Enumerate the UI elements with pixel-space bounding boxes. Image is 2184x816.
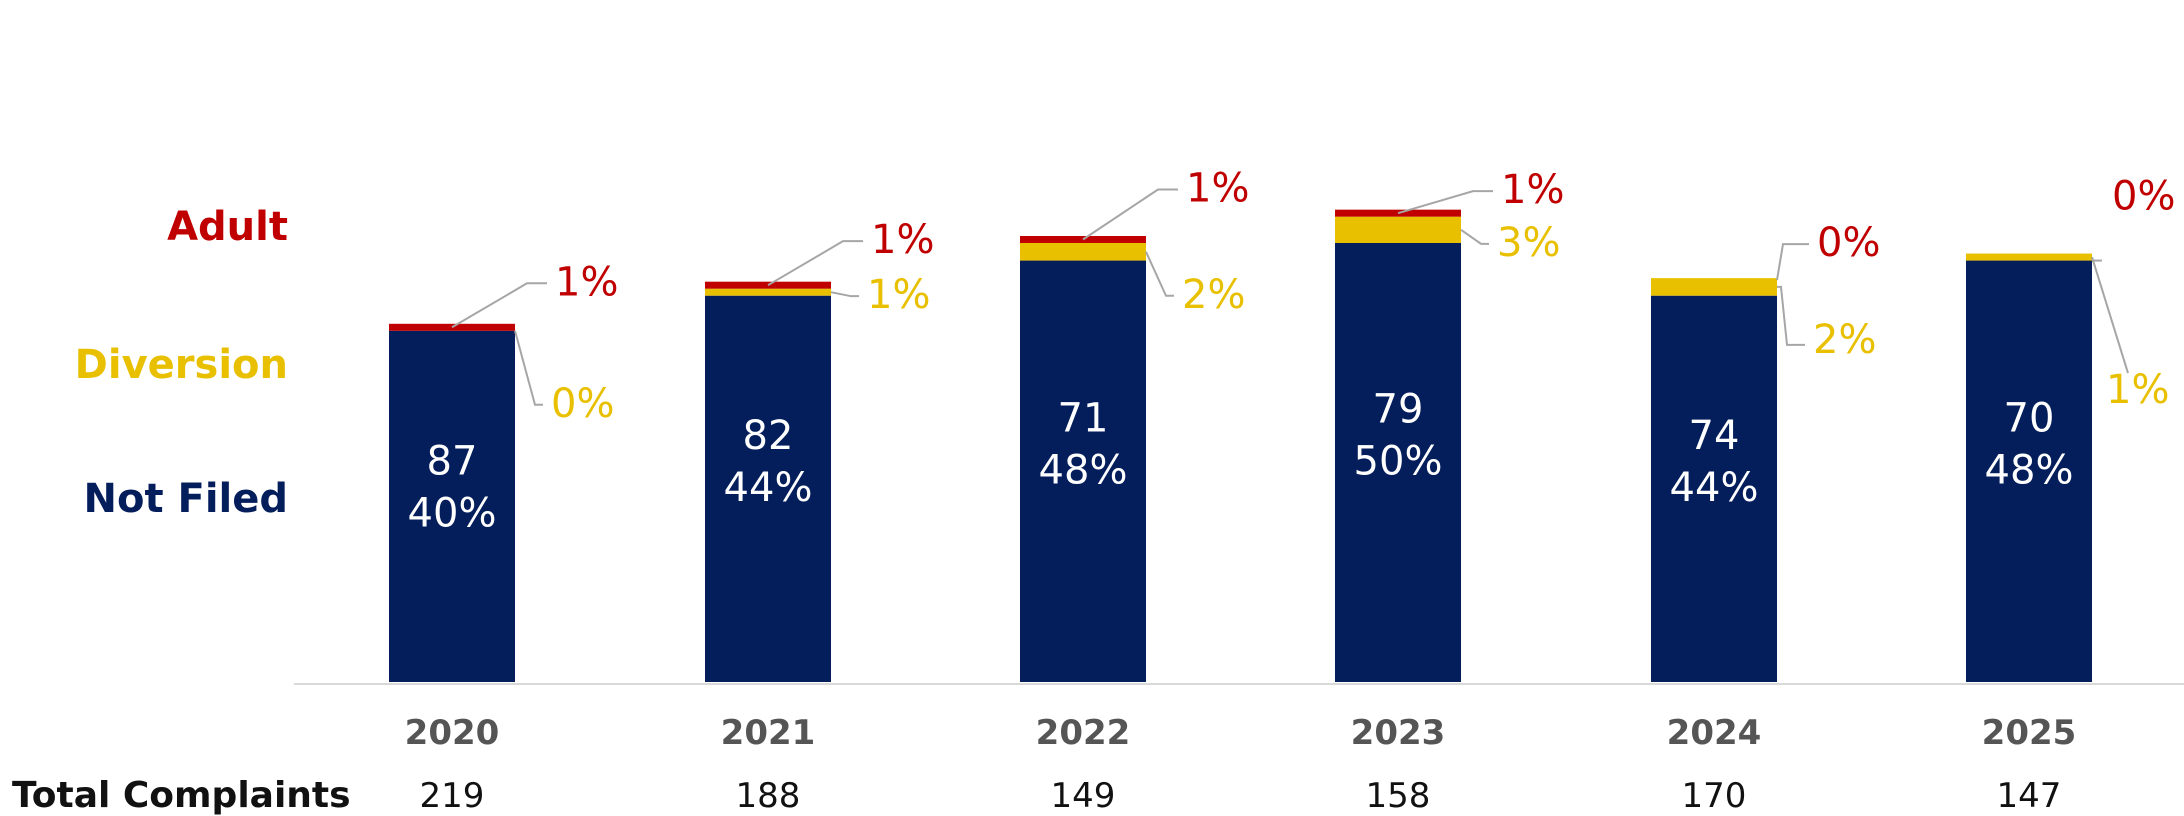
bar-not-filed [705, 295, 831, 682]
bar-not-filed [1020, 260, 1146, 682]
bar-diversion [1651, 278, 1777, 296]
diversion-percent-label: 2% [1182, 272, 1245, 318]
adult-percent-label: 1% [871, 217, 934, 263]
not-filed-percent-label: 40% [408, 490, 497, 536]
bar-diversion [705, 288, 831, 296]
bar-diversion [1335, 216, 1461, 243]
legend-not-filed: Not Filed [83, 476, 288, 522]
diversion-percent-label: 2% [1813, 317, 1876, 363]
adult-callout-line [1397, 190, 1493, 215]
bar-diversion [1020, 243, 1146, 261]
x-tick-label: 2022 [1036, 713, 1131, 753]
x-tick-label: 2021 [721, 713, 816, 753]
adult-percent-label: 0% [1817, 220, 1880, 266]
not-filed-count-label: 71 [1058, 395, 1109, 441]
bar-not-filed [1966, 260, 2092, 682]
diversion-callout-line [1145, 251, 1174, 297]
adult-callout-line [451, 282, 547, 329]
bar-not-filed [389, 330, 515, 682]
adult-percent-label: 1% [555, 259, 618, 305]
diversion-callout-line [830, 291, 859, 298]
legend: Adult Diversion Not Filed [75, 204, 288, 522]
legend-diversion: Diversion [75, 342, 288, 388]
not-filed-count-label: 79 [1373, 387, 1424, 433]
not-filed-count-label: 70 [2004, 395, 2055, 441]
diversion-callout-line [2091, 256, 2129, 374]
x-tick-label: 2025 [1982, 713, 2077, 753]
not-filed-percent-label: 44% [1670, 465, 1759, 511]
legend-adult: Adult [167, 204, 288, 250]
total-complaints-value: 158 [1366, 776, 1431, 816]
adult-percent-label: 0% [2112, 174, 2175, 220]
total-complaints-label: Total Complaints [12, 775, 351, 816]
total-complaints-value: 219 [420, 776, 485, 816]
not-filed-count-label: 87 [427, 438, 478, 484]
total-complaints-value: 188 [736, 776, 801, 816]
total-complaints-value: 147 [1997, 776, 2062, 816]
adult-callout-line [1082, 188, 1178, 241]
x-tick-label: 2024 [1667, 713, 1762, 753]
diversion-percent-label: 0% [551, 381, 614, 427]
adult-callout-line [767, 240, 863, 287]
not-filed-count-label: 74 [1689, 413, 1740, 459]
not-filed-percent-label: 48% [1039, 447, 1128, 493]
diversion-callout-line [514, 330, 543, 406]
diversion-percent-label: 3% [1497, 220, 1560, 266]
x-tick-label: 2023 [1351, 713, 1446, 753]
not-filed-count-label: 82 [743, 413, 794, 459]
not-filed-percent-label: 50% [1354, 439, 1443, 485]
total-complaints-value: 149 [1051, 776, 1116, 816]
bar-diversion [1966, 253, 2092, 261]
diversion-callout-line [1777, 285, 1805, 346]
x-tick-label: 2020 [405, 713, 500, 753]
not-filed-percent-label: 44% [724, 465, 813, 511]
diversion-percent-label: 1% [2106, 367, 2169, 413]
not-filed-percent-label: 48% [1985, 447, 2074, 493]
bar-not-filed [1335, 243, 1461, 682]
adult-callout-line [1776, 243, 1809, 281]
diversion-callout-line [1460, 229, 1489, 245]
adult-percent-label: 1% [1186, 166, 1249, 212]
adult-percent-label: 1% [1501, 167, 1564, 213]
bar-not-filed [1651, 295, 1777, 682]
diversion-percent-label: 1% [867, 272, 930, 318]
total-complaints-value: 170 [1682, 776, 1747, 816]
